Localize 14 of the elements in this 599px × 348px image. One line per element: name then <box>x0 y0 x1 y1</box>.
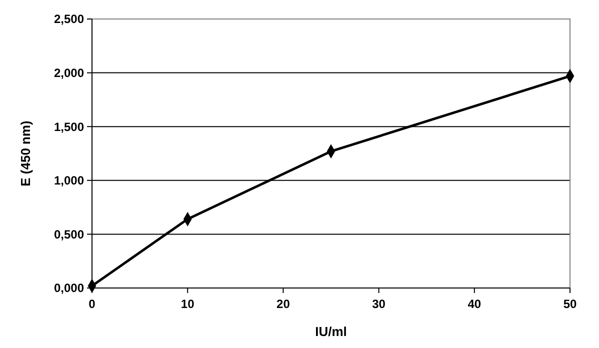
x-tick-label: 20 <box>276 297 290 311</box>
y-tick-label: 2,000 <box>54 66 84 80</box>
x-tick-label: 50 <box>563 297 577 311</box>
x-tick-label: 10 <box>180 297 195 311</box>
x-tick-label: 0 <box>88 297 96 311</box>
y-tick-label: 1,000 <box>54 174 84 188</box>
x-tick-label: 30 <box>372 297 386 311</box>
y-tick-label: 0,000 <box>54 281 84 296</box>
y-tick-label: 0,500 <box>54 227 84 242</box>
y-tick-label: 2,500 <box>54 12 84 26</box>
x-axis-title: IU/ml <box>315 324 347 339</box>
x-tick-label: 40 <box>468 297 482 311</box>
y-tick-label: 1,500 <box>54 120 84 134</box>
y-axis-title: E (450 nm) <box>18 120 33 186</box>
